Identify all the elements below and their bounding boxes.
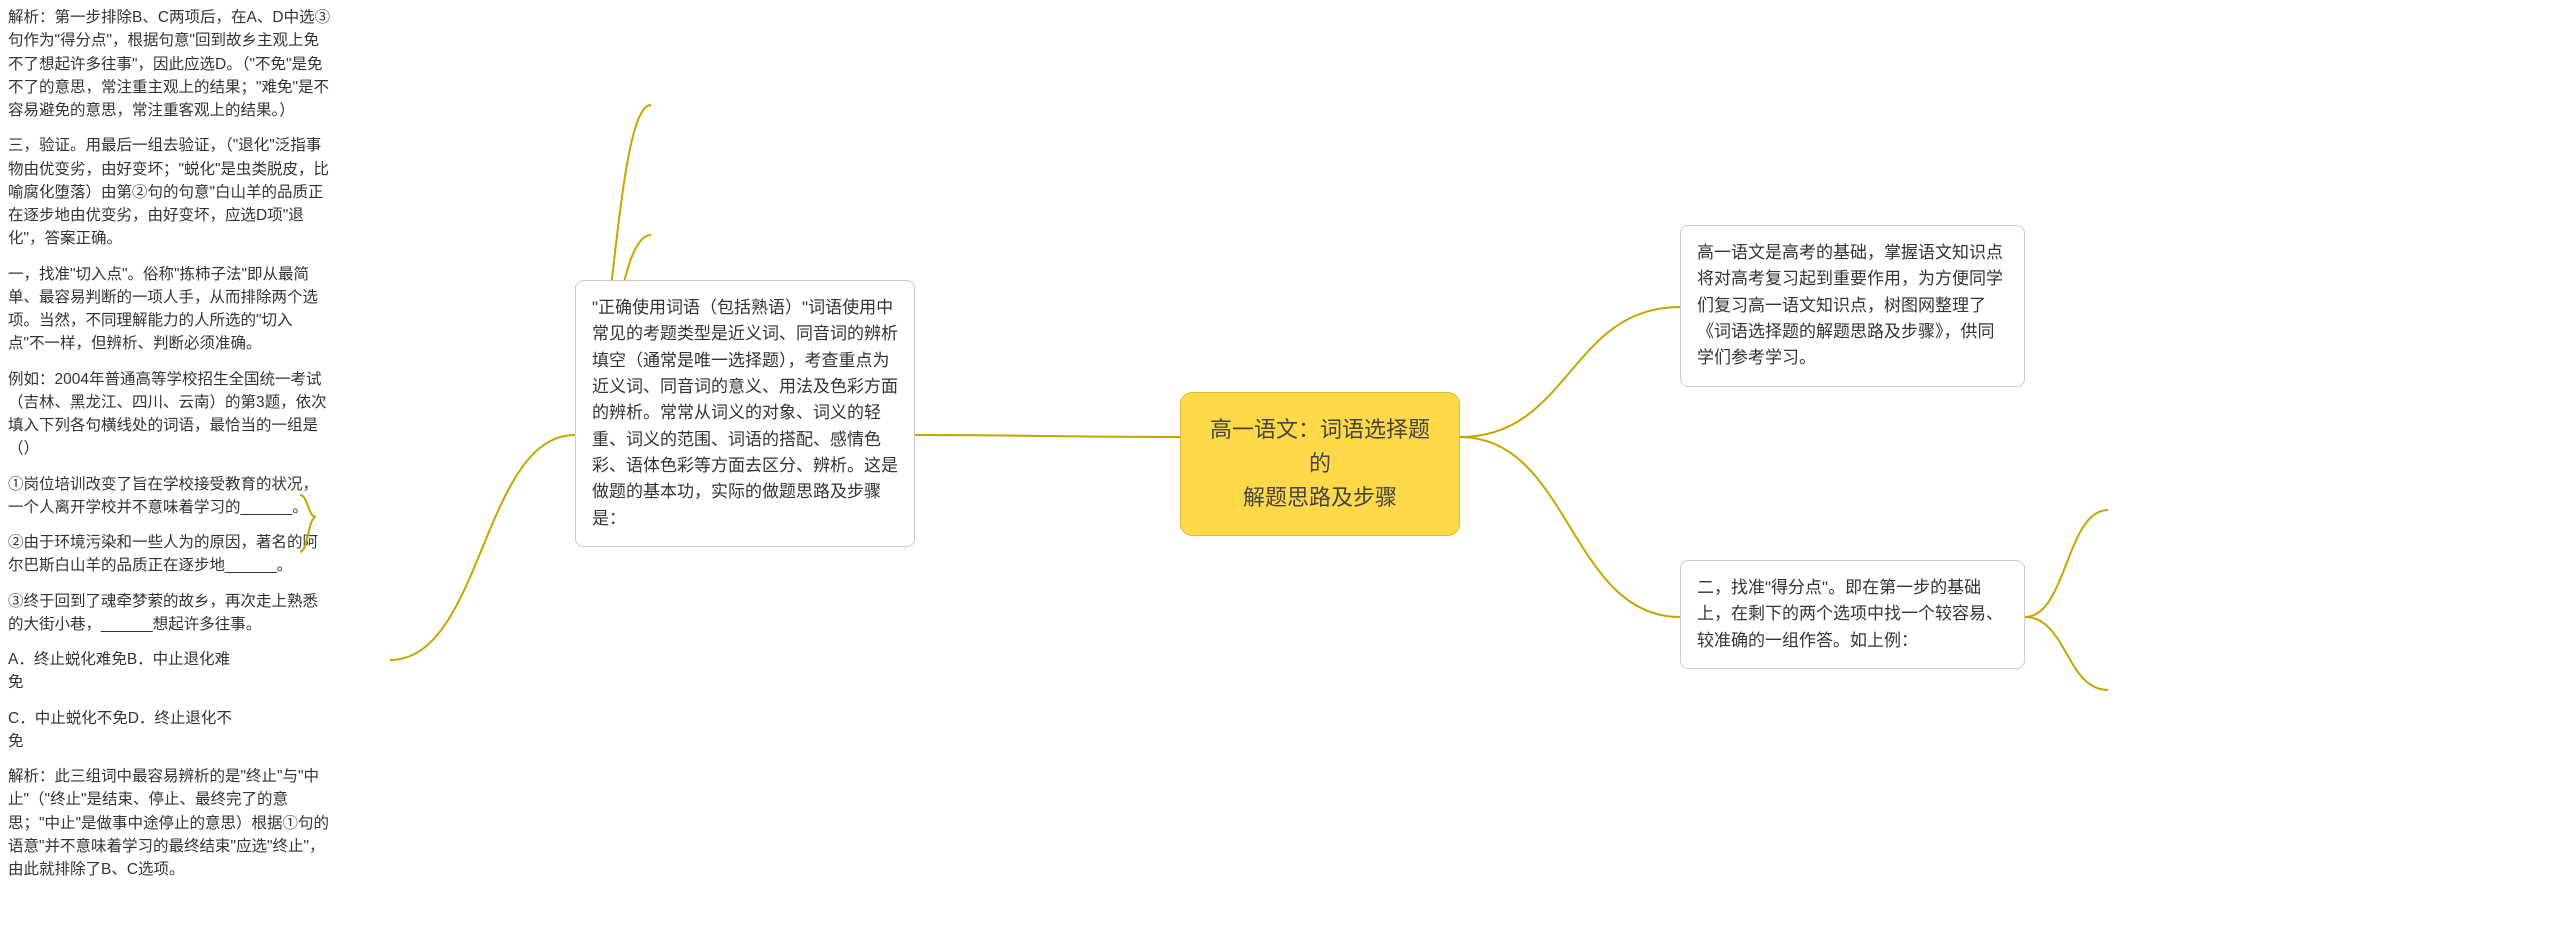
left-main-text: "正确使用词语（包括熟语）"词语使用中常见的考题类型是近义词、同音词的辨析填空（… (592, 298, 898, 528)
left-main-node: "正确使用词语（包括熟语）"词语使用中常见的考题类型是近义词、同音词的辨析填空（… (575, 280, 915, 547)
right-leaf-analysis1: 解析：第一步排除B、C两项后，在A、D中选③句作为"得分点"，根据句意"回到故乡… (0, 0, 340, 128)
right-leaf-analysis2-text: 三，验证。用最后一组去验证，（"退化"泛指事物由优变劣，由好变坏；"蜕化"是虫类… (8, 137, 329, 247)
right-leaf-analysis1-text: 解析：第一步排除B、C两项后，在A、D中选③句作为"得分点"，根据句意"回到故乡… (8, 9, 330, 119)
left-leaf-5a: A．终止蜕化难免B．中止退化难免 (0, 642, 250, 701)
right-leaf-analysis2: 三，验证。用最后一组去验证，（"退化"泛指事物由优变劣，由好变坏；"蜕化"是虫类… (0, 128, 340, 256)
left-leaf-5b: C．中止蜕化不免D．终止退化不免 (0, 701, 250, 760)
left-leaf-6-text: 解析：此三组词中最容易辨析的是"终止"与"中止"（"终止"是结束、停止、最终完了… (8, 768, 329, 878)
left-leaf-3-text: ①岗位培训改变了旨在学校接受教育的状况，一个人离开学校并不意味着学习的_____… (8, 476, 318, 516)
central-node: 高一语文：词语选择题的解题思路及步骤 (1180, 392, 1460, 536)
left-leaf-1: 一，找准"切入点"。俗称"拣柿子法"即从最简单、最容易判断的一项人手，从而排除两… (0, 257, 335, 362)
left-leaf-2: 例如：2004年普通高等学校招生全国统一考试（吉林、黑龙江、四川、云南）的第3题… (0, 362, 335, 467)
right-step2-text: 二，找准"得分点"。即在第一步的基础上，在剩下的两个选项中找一个较容易、较准确的… (1697, 578, 2003, 650)
central-text: 高一语文：词语选择题的解题思路及步骤 (1210, 417, 1430, 510)
left-leaf-4-text: ②由于环境污染和一些人为的原因，著名的阿尔巴斯白山羊的品质正在逐步地______… (8, 534, 318, 574)
left-leaf-1-text: 一，找准"切入点"。俗称"拣柿子法"即从最简单、最容易判断的一项人手，从而排除两… (8, 266, 318, 353)
left-leaf-6: 解析：此三组词中最容易辨析的是"终止"与"中止"（"终止"是结束、停止、最终完了… (0, 759, 340, 887)
left-leaf-4: ②由于环境污染和一些人为的原因，著名的阿尔巴斯白山羊的品质正在逐步地______… (0, 525, 335, 584)
right-intro-text: 高一语文是高考的基础，掌握语文知识点将对高考复习起到重要作用，为方便同学们复习高… (1697, 243, 2003, 367)
left-leaf-3: ①岗位培训改变了旨在学校接受教育的状况，一个人离开学校并不意味着学习的_____… (0, 467, 335, 526)
left-leaf-5b-text: C．中止蜕化不免D．终止退化不免 (8, 710, 232, 750)
left-leaf-5a-text: A．终止蜕化难免B．中止退化难免 (8, 651, 230, 691)
right-step2-node: 二，找准"得分点"。即在第一步的基础上，在剩下的两个选项中找一个较容易、较准确的… (1680, 560, 2025, 669)
left-leaf-5-text: ③终于回到了魂牵梦萦的故乡，再次走上熟悉的大街小巷，______想起许多往事。 (8, 593, 318, 633)
left-leaf-2-text: 例如：2004年普通高等学校招生全国统一考试（吉林、黑龙江、四川、云南）的第3题… (8, 371, 327, 458)
left-leaf-5: ③终于回到了魂牵梦萦的故乡，再次走上熟悉的大街小巷，______想起许多往事。 (0, 584, 335, 643)
right-intro-node: 高一语文是高考的基础，掌握语文知识点将对高考复习起到重要作用，为方便同学们复习高… (1680, 225, 2025, 387)
